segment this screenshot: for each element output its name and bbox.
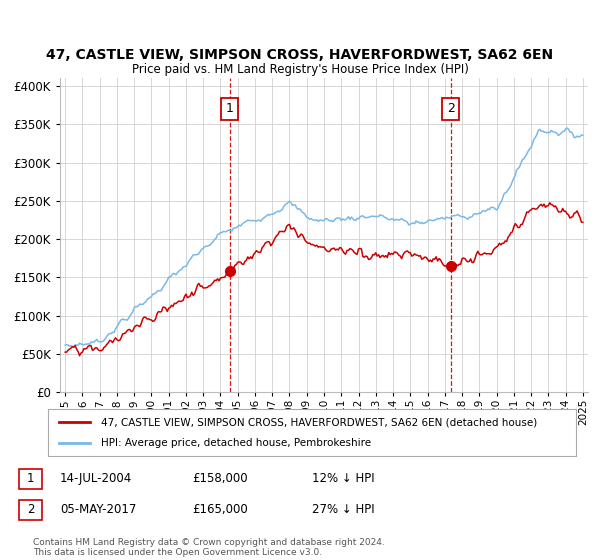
Text: 12% ↓ HPI: 12% ↓ HPI <box>312 472 374 486</box>
Text: Contains HM Land Registry data © Crown copyright and database right 2024.
This d: Contains HM Land Registry data © Crown c… <box>33 538 385 557</box>
Text: 05-MAY-2017: 05-MAY-2017 <box>60 503 136 516</box>
Text: HPI: Average price, detached house, Pembrokeshire: HPI: Average price, detached house, Pemb… <box>101 438 371 448</box>
Text: 47, CASTLE VIEW, SIMPSON CROSS, HAVERFORDWEST, SA62 6EN: 47, CASTLE VIEW, SIMPSON CROSS, HAVERFOR… <box>46 48 554 62</box>
Text: 27% ↓ HPI: 27% ↓ HPI <box>312 503 374 516</box>
Text: £158,000: £158,000 <box>192 472 248 486</box>
Text: Price paid vs. HM Land Registry's House Price Index (HPI): Price paid vs. HM Land Registry's House … <box>131 63 469 76</box>
Text: 1: 1 <box>27 472 34 486</box>
Text: 2: 2 <box>27 503 34 516</box>
Text: 1: 1 <box>226 102 234 115</box>
Text: 2: 2 <box>447 102 455 115</box>
Text: 14-JUL-2004: 14-JUL-2004 <box>60 472 132 486</box>
Text: £165,000: £165,000 <box>192 503 248 516</box>
Text: 47, CASTLE VIEW, SIMPSON CROSS, HAVERFORDWEST, SA62 6EN (detached house): 47, CASTLE VIEW, SIMPSON CROSS, HAVERFOR… <box>101 417 537 427</box>
